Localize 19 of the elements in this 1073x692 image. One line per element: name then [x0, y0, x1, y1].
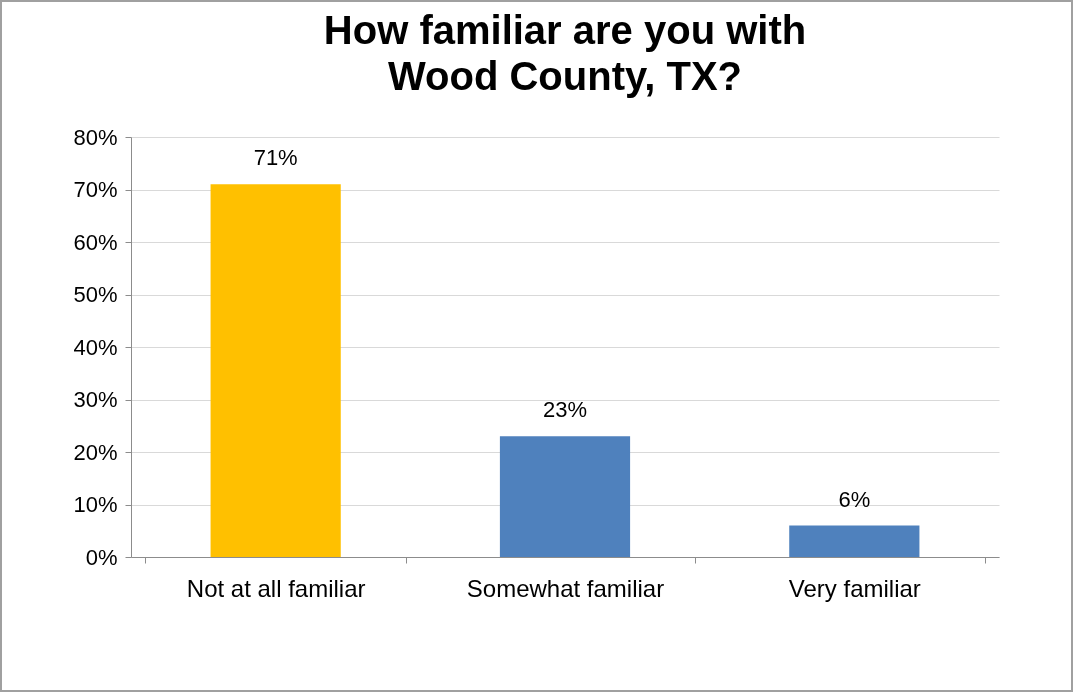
chart-title: How familiar are you with Wood County, TX?	[323, 8, 807, 98]
x-tick-label: Not at all familiar	[186, 574, 366, 602]
y-tick-label: 50%	[73, 282, 118, 307]
data-label: 6%	[838, 486, 871, 512]
bar	[210, 184, 341, 557]
y-tick-label: 0%	[85, 544, 118, 570]
y-tick-label: 10%	[73, 492, 118, 517]
bar	[499, 436, 631, 557]
x-tick-label: Somewhat familiar	[466, 574, 665, 602]
y-tick-label: 20%	[73, 439, 118, 465]
data-label: 71%	[253, 145, 298, 171]
y-tick-label: 80%	[73, 124, 118, 150]
y-tick-label: 60%	[73, 229, 118, 255]
bar	[789, 525, 920, 557]
y-tick-label: 40%	[73, 334, 118, 360]
y-tick-label: 70%	[73, 177, 118, 202]
x-tick-label: Very familiar	[788, 574, 921, 602]
data-label: 23%	[542, 397, 588, 423]
y-tick-label: 30%	[73, 387, 118, 412]
